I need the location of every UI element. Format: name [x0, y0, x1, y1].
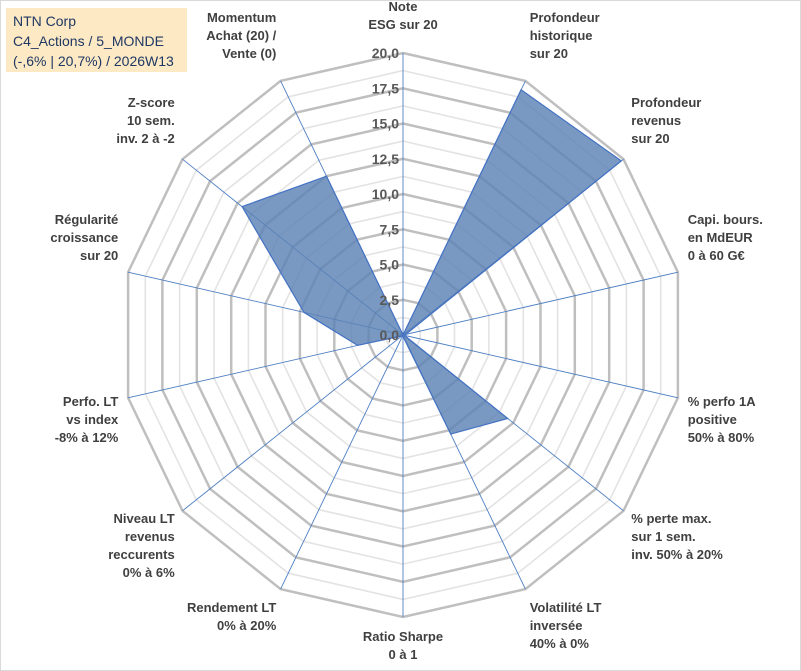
- category-label: Perfo. LT vs index -8% à 12%: [55, 394, 119, 445]
- category-label-line: Profondeur: [631, 95, 701, 110]
- category-label: Volatilité LT inversée 40% à 0%: [530, 600, 602, 651]
- tick-label: 5,0: [380, 257, 400, 273]
- category-label-line: sur 1 sem.: [631, 529, 695, 544]
- category-label-line: inv. 2 à -2: [116, 131, 174, 146]
- category-label-line: Niveau LT: [114, 511, 175, 526]
- category-label: % perfo 1A positive 50% à 80%: [688, 394, 757, 445]
- data-series-area: [241, 88, 623, 435]
- category-label: Niveau LT revenus reccurents 0% à 6%: [108, 511, 175, 580]
- category-label-line: ESG sur 20: [368, 17, 437, 32]
- category-label-line: Volatilité LT: [530, 600, 602, 615]
- category-label-line: Capi. bours.: [688, 212, 763, 227]
- category-label-line: revenus: [631, 113, 681, 128]
- category-label-line: Z-score: [128, 95, 175, 110]
- category-label-line: historique: [530, 28, 593, 43]
- category-label-line: croissance: [50, 230, 118, 245]
- category-label: Profondeur historique sur 20: [530, 10, 600, 61]
- category-label-line: 0 à 60 G€: [688, 248, 745, 263]
- tick-label: 2,5: [380, 292, 400, 308]
- tick-label: 0,0: [380, 327, 400, 343]
- category-label: Rendement LT 0% à 20%: [187, 600, 277, 633]
- category-label-line: % perfo 1A: [688, 394, 757, 409]
- category-label-line: Achat (20) /: [206, 28, 276, 43]
- category-label-line: 50% à 80%: [688, 430, 755, 445]
- tick-label: 15,0: [372, 116, 399, 132]
- category-label-line: positive: [688, 412, 737, 427]
- category-label-line: reccurents: [108, 547, 174, 562]
- category-label-line: Vente (0): [222, 46, 276, 61]
- performance-summary: (-,6% | 20,7%) / 2026W13: [13, 53, 174, 69]
- category-labels: Note ESG sur 20 Profondeur historique sur 20…: [50, 0, 762, 662]
- category-label: Capi. bours. en MdEUR 0 à 60 G€: [688, 212, 763, 263]
- tick-label: 10,0: [372, 186, 399, 202]
- category-label-line: 40% à 0%: [530, 636, 590, 651]
- category-label-line: sur 20: [631, 131, 669, 146]
- tick-label: 12,5: [372, 151, 399, 167]
- radial-ticks: 0,0 2,5 5,0 7,5 10,0 12,5 15,0 17,5 20,0: [372, 45, 399, 343]
- category-label-line: 0% à 6%: [123, 565, 175, 580]
- category-label: Profondeur revenus sur 20: [631, 95, 701, 146]
- axis-spoke: [402, 334, 679, 399]
- category-label-line: Note: [389, 0, 418, 14]
- category-label: Z-score 10 sem. inv. 2 à -2: [116, 95, 174, 146]
- category-label-line: 0 à 1: [389, 647, 418, 662]
- category-label: Momentum Achat (20) / Vente (0): [206, 10, 276, 61]
- category-label-line: Momentum: [207, 10, 276, 25]
- axis-spoke: [402, 271, 679, 336]
- category-label-line: -8% à 12%: [55, 430, 119, 445]
- axis-spoke: [280, 334, 404, 590]
- category-label-line: inversée: [530, 618, 583, 633]
- category-label-line: inv. 50% à 20%: [631, 547, 723, 562]
- category-label-line: 0% à 20%: [217, 618, 277, 633]
- category-label-line: en MdEUR: [688, 230, 754, 245]
- axis-spoke: [182, 334, 404, 512]
- chart-title-box: NTN Corp C4_Actions / 5_MONDE (-,6% | 20…: [6, 8, 187, 72]
- category-label: % perte max. sur 1 sem. inv. 50% à 20%: [631, 511, 723, 562]
- category-label: C4_Actions / 5_MONDE: [13, 33, 164, 49]
- category-label-line: Ratio Sharpe: [363, 629, 443, 644]
- category-label: Note ESG sur 20: [368, 0, 437, 32]
- category-label-line: 10 sem.: [127, 113, 175, 128]
- category-label-line: vs index: [66, 412, 119, 427]
- category-label-line: Rendement LT: [187, 600, 276, 615]
- category-label-line: Perfo. LT: [63, 394, 118, 409]
- company-name: NTN Corp: [13, 13, 77, 29]
- tick-label: 17,5: [372, 80, 399, 96]
- category-label: Régularité croissance sur 20: [50, 212, 118, 263]
- category-label-line: sur 20: [530, 46, 568, 61]
- tick-label: 7,5: [380, 221, 400, 237]
- category-label: Ratio Sharpe 0 à 1: [363, 629, 443, 662]
- category-label-line: Profondeur: [530, 10, 600, 25]
- category-label-line: sur 20: [80, 248, 118, 263]
- category-label-line: % perte max.: [631, 511, 711, 526]
- tick-label: 20,0: [372, 45, 399, 61]
- category-label-line: revenus: [125, 529, 175, 544]
- category-label-line: Régularité: [55, 212, 119, 227]
